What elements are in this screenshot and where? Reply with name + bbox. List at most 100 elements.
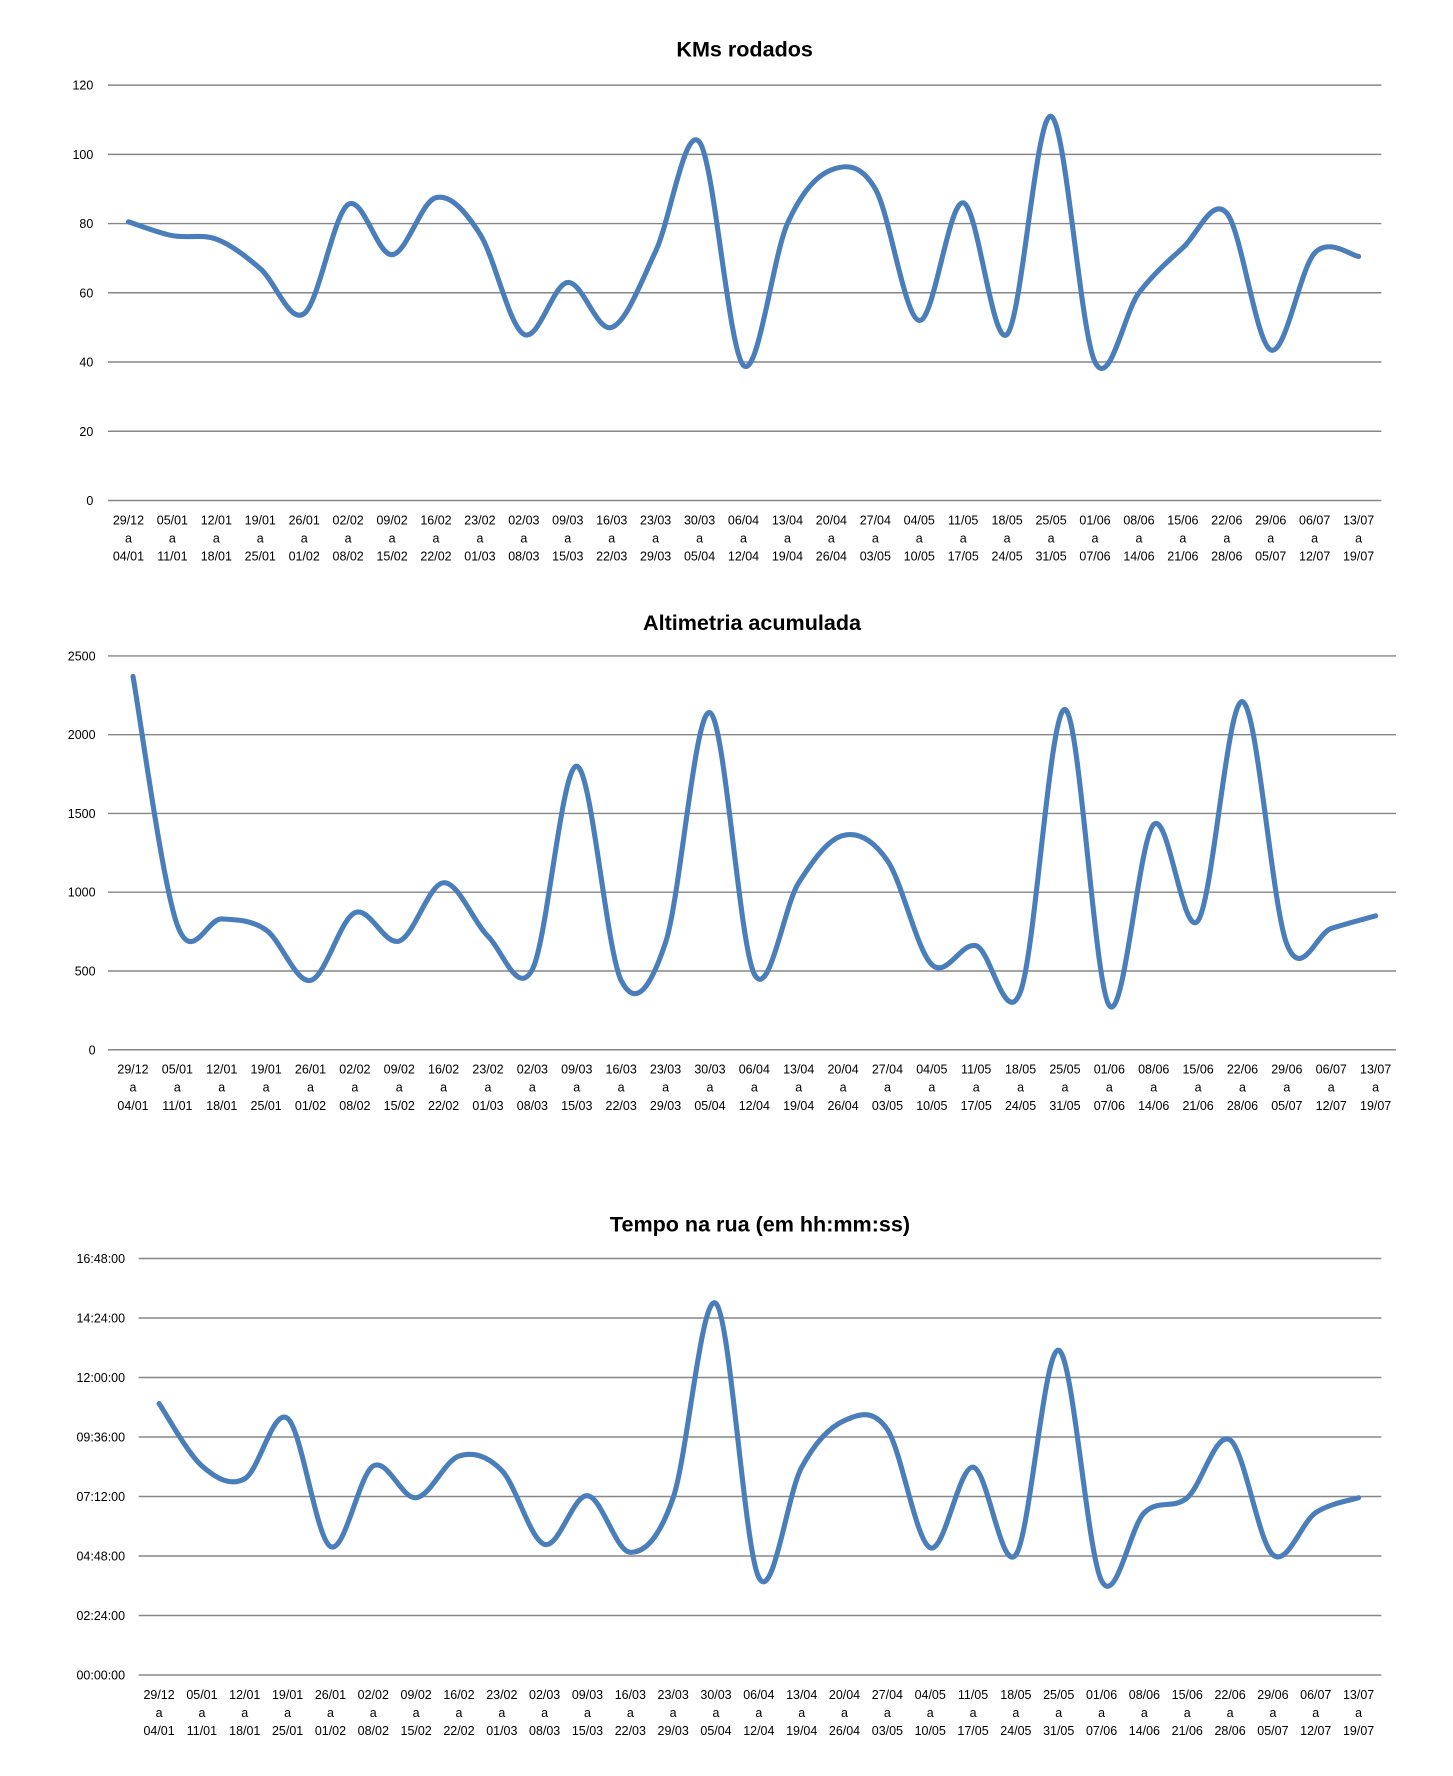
- y-tick-label: 80: [79, 217, 93, 231]
- x-tick-label-end: 12/07: [1316, 1099, 1347, 1113]
- x-tick-label-separator: a: [618, 1081, 625, 1095]
- x-tick-label-end: 22/03: [606, 1099, 637, 1113]
- x-tick-label-end: 08/02: [358, 1724, 389, 1738]
- x-tick-label-end: 28/06: [1214, 1724, 1245, 1738]
- x-tick-label-end: 19/07: [1343, 550, 1374, 564]
- x-tick-label-end: 05/04: [700, 1724, 731, 1738]
- x-tick-label-start: 19/01: [272, 1688, 303, 1702]
- x-tick-label-start: 29/06: [1257, 1688, 1288, 1702]
- x-tick-label-end: 19/04: [783, 1099, 814, 1113]
- x-tick-label-start: 30/03: [684, 513, 715, 527]
- x-tick-label-separator: a: [916, 531, 923, 545]
- x-tick-label-end: 24/05: [1005, 1099, 1036, 1113]
- x-tick-label-start: 06/04: [739, 1063, 770, 1077]
- x-tick-label-end: 04/01: [113, 550, 144, 564]
- x-tick-label-start: 02/03: [517, 1063, 548, 1077]
- x-tick-label-separator: a: [455, 1706, 462, 1720]
- x-tick-label-separator: a: [1012, 1706, 1019, 1720]
- x-tick-label-end: 15/03: [552, 550, 583, 564]
- x-tick-label-start: 13/07: [1343, 1688, 1374, 1702]
- x-tick-label-end: 18/01: [201, 550, 232, 564]
- altimetria-chart: Altimetria acumulada 0 500 1000 1500 2000 2500…: [68, 610, 1397, 1113]
- x-tick-label-start: 02/02: [339, 1063, 370, 1077]
- x-tick-label-separator: a: [784, 531, 791, 545]
- x-tick-label-start: 30/03: [694, 1063, 725, 1077]
- x-tick-label-start: 18/05: [992, 513, 1023, 527]
- x-tick-label-start: 05/01: [157, 513, 188, 527]
- y-tick-label: 1000: [68, 886, 96, 900]
- x-tick-label-end: 07/06: [1086, 1724, 1117, 1738]
- x-tick-label-separator: a: [608, 531, 615, 545]
- x-tick-label-end: 01/03: [472, 1099, 503, 1113]
- x-tick-label-separator: a: [841, 1706, 848, 1720]
- x-tick-label-end: 22/03: [615, 1724, 646, 1738]
- x-tick-label-separator: a: [257, 531, 264, 545]
- x-tick-label-separator: a: [1048, 531, 1055, 545]
- y-tick-label: 12:00:00: [76, 1371, 125, 1385]
- x-tick-label-end: 26/04: [816, 550, 847, 564]
- chart-title: Altimetria acumulada: [643, 610, 862, 635]
- x-tick-label-separator: a: [1179, 531, 1186, 545]
- x-tick-label-start: 26/01: [289, 513, 320, 527]
- x-tick-label-separator: a: [1004, 531, 1011, 545]
- x-tick-label-separator: a: [828, 531, 835, 545]
- y-tick-label: 2500: [68, 649, 96, 663]
- x-tick-label-start: 18/05: [1005, 1063, 1036, 1077]
- x-tick-label-end: 14/06: [1129, 1724, 1160, 1738]
- x-tick-label-start: 26/01: [315, 1688, 346, 1702]
- x-tick-label-end: 21/06: [1172, 1724, 1203, 1738]
- x-tick-label-start: 09/02: [384, 1063, 415, 1077]
- x-tick-label-separator: a: [1092, 531, 1099, 545]
- x-tick-label-separator: a: [1195, 1081, 1202, 1095]
- y-tick-label: 16:48:00: [76, 1252, 125, 1266]
- x-tick-label-separator: a: [970, 1706, 977, 1720]
- x-tick-label-end: 24/05: [1000, 1724, 1031, 1738]
- x-tick-label-end: 29/03: [658, 1724, 689, 1738]
- x-tick-label-start: 22/06: [1227, 1063, 1258, 1077]
- x-tick-label-start: 11/05: [961, 1063, 991, 1077]
- x-tick-label-end: 12/04: [739, 1099, 770, 1113]
- x-tick-label-end: 22/03: [596, 550, 627, 564]
- y-tick-label: 20: [79, 425, 93, 439]
- x-tick-label-start: 04/05: [916, 1063, 947, 1077]
- x-tick-label-start: 12/01: [206, 1063, 237, 1077]
- x-tick-label-separator: a: [872, 531, 879, 545]
- x-tick-label-separator: a: [125, 531, 132, 545]
- x-tick-label-separator: a: [1106, 1081, 1113, 1095]
- x-tick-label-end: 03/05: [872, 1724, 903, 1738]
- series-line: [156, 1300, 1362, 1589]
- x-tick-label-end: 26/04: [829, 1724, 860, 1738]
- x-tick-label-end: 28/06: [1211, 550, 1242, 564]
- x-tick-label-end: 10/05: [915, 1724, 946, 1738]
- x-tick-label-start: 23/02: [472, 1063, 503, 1077]
- x-tick-label-start: 13/04: [786, 1688, 817, 1702]
- x-tick-label-start: 19/01: [251, 1063, 282, 1077]
- x-tick-label-start: 06/07: [1316, 1063, 1347, 1077]
- x-tick-label-separator: a: [213, 531, 220, 545]
- x-tick-label-start: 30/03: [700, 1688, 731, 1702]
- x-tick-label-separator: a: [584, 1706, 591, 1720]
- x-tick-label-end: 03/05: [872, 1099, 903, 1113]
- x-tick-label-end: 04/01: [143, 1724, 174, 1738]
- x-tick-label-start: 29/06: [1271, 1063, 1302, 1077]
- x-tick-label-start: 25/05: [1035, 513, 1066, 527]
- x-tick-label-separator: a: [706, 1081, 713, 1095]
- x-tick-label-end: 26/04: [827, 1099, 858, 1113]
- x-tick-label-end: 18/01: [206, 1099, 237, 1113]
- x-tick-label-start: 22/06: [1211, 513, 1242, 527]
- x-tick-label-start: 16/03: [606, 1063, 637, 1077]
- x-tick-label-end: 19/07: [1343, 1724, 1374, 1738]
- x-tick-label-separator: a: [307, 1081, 314, 1095]
- x-tick-label-start: 05/01: [162, 1063, 193, 1077]
- x-tick-label-end: 01/02: [289, 550, 320, 564]
- x-tick-label-end: 08/03: [508, 550, 539, 564]
- x-tick-label-start: 15/06: [1167, 513, 1198, 527]
- x-tick-label-separator: a: [413, 1706, 420, 1720]
- x-tick-label-separator: a: [389, 531, 396, 545]
- x-tick-label-separator: a: [351, 1081, 358, 1095]
- y-tick-label: 40: [79, 356, 93, 370]
- x-tick-label-end: 12/04: [728, 550, 759, 564]
- x-tick-label-end: 25/01: [272, 1724, 303, 1738]
- x-tick-label-start: 25/05: [1049, 1063, 1080, 1077]
- x-tick-label-start: 12/01: [229, 1688, 260, 1702]
